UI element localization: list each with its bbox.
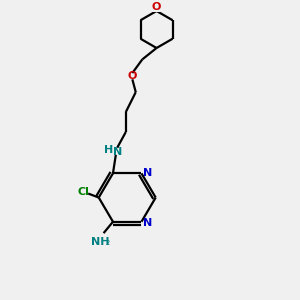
Text: $_2$: $_2$ — [105, 238, 111, 248]
Text: O: O — [128, 71, 137, 81]
Text: NH: NH — [91, 237, 110, 248]
Text: N: N — [143, 168, 152, 178]
Text: Cl: Cl — [77, 187, 89, 197]
Text: H: H — [104, 145, 113, 155]
Text: N: N — [143, 218, 152, 228]
Text: O: O — [152, 2, 161, 12]
Text: N: N — [112, 147, 122, 157]
